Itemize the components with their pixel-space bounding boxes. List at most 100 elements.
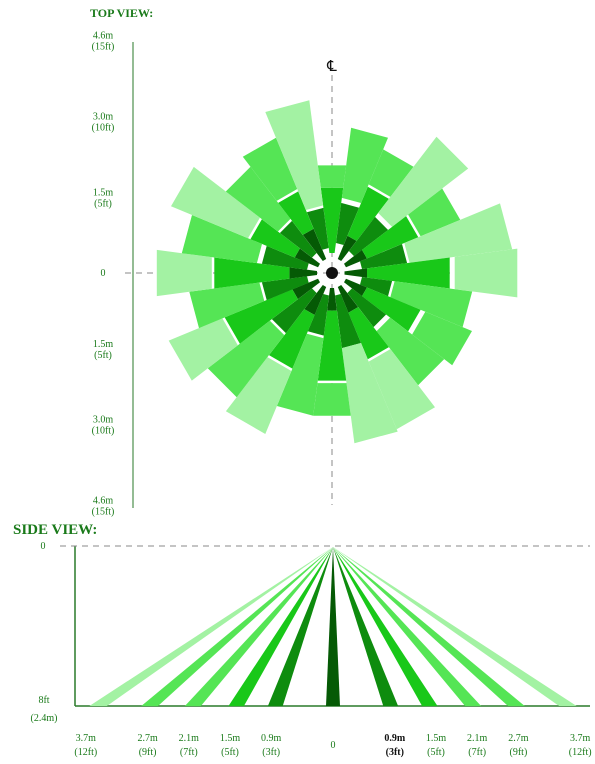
top-beam-5-zone-1 xyxy=(404,203,513,263)
top-y-label: 1.5m xyxy=(93,187,114,198)
top-beam-22-zone-2 xyxy=(242,137,298,201)
side-view: 0 8ft (2.4m) 3.7m (12ft) 2.7m (9ft) 2.1m (7ft… xyxy=(31,541,592,758)
top-beam-18-zone-0 xyxy=(289,267,317,279)
side-view-x-labels: 3.7m (12ft) 2.7m (9ft) 2.1m (7ft) 1.5m (5ft) 0.9… xyxy=(74,733,591,758)
top-beam-10-zone-2 xyxy=(368,349,435,430)
top-view-title: TOP VIEW: xyxy=(90,6,153,20)
top-beam-23-zone-1 xyxy=(265,100,324,210)
top-view-beams xyxy=(156,100,518,444)
top-beam-1-zone-1 xyxy=(341,127,388,203)
side-x-sublabel: (7ft) xyxy=(180,747,198,758)
top-beam-21-zone-0 xyxy=(279,220,317,258)
top-beam-0-zone-0 xyxy=(320,187,344,253)
top-y-sublabel: (15ft) xyxy=(92,42,115,53)
top-beam-12-zone-2 xyxy=(313,383,351,416)
side-x-sublabel: (5ft) xyxy=(427,747,445,758)
side-beam-6 xyxy=(228,547,333,706)
side-beam-1 xyxy=(333,547,577,706)
top-beam-6-zone-0 xyxy=(344,268,367,278)
side-x-label: 0.9m xyxy=(261,733,282,744)
side-beam-0 xyxy=(89,547,334,706)
top-beam-10-zone-0 xyxy=(337,285,359,313)
top-y-sublabel: (10ft) xyxy=(92,426,115,437)
side-x-label: 0.9m xyxy=(384,733,406,744)
side-x-label: 3.7m xyxy=(570,733,591,744)
side-x-sublabel: (3ft) xyxy=(386,747,404,758)
top-y-label: 3.0m xyxy=(93,415,114,426)
top-beam-11-zone-1 xyxy=(341,343,398,444)
top-y-sublabel: (5ft) xyxy=(94,198,112,209)
top-beam-15-zone-0 xyxy=(271,288,317,334)
top-y-sublabel: (5ft) xyxy=(94,350,112,361)
side-x-label: 1.5m xyxy=(426,733,447,744)
side-x-label: 3.7m xyxy=(76,733,97,744)
top-beam-20-zone-2 xyxy=(171,166,260,239)
top-beam-5-zone-0 xyxy=(360,244,408,269)
top-y-label: 4.6m xyxy=(93,31,114,42)
top-beam-0-zone-1 xyxy=(317,165,347,188)
top-beam-22-zone-1 xyxy=(278,191,314,235)
top-view-y-labels: 4.6m(15ft)3.0m(10ft)1.5m(5ft)01.5m(5ft)3… xyxy=(92,31,115,518)
top-beam-18-zone-1 xyxy=(214,257,290,289)
side-x-label: 2.1m xyxy=(179,733,200,744)
side-beam-4 xyxy=(184,547,333,706)
top-beam-2-zone-1 xyxy=(347,186,389,241)
top-y-label: 3.0m xyxy=(93,112,114,123)
sensor-dot xyxy=(326,267,338,279)
top-beam-7-zone-0 xyxy=(360,277,393,297)
top-beam-21-zone-1 xyxy=(225,166,291,232)
side-bottom-label-ft: 8ft xyxy=(38,695,49,706)
top-beam-16-zone-2 xyxy=(168,318,238,381)
top-beam-9-zone-0 xyxy=(347,288,387,328)
top-y-label: 1.5m xyxy=(93,339,114,350)
top-beam-3-zone-0 xyxy=(348,216,389,257)
top-y-sublabel: (10ft) xyxy=(92,123,115,134)
top-beam-10-zone-1 xyxy=(348,307,389,360)
top-beam-9-zone-1 xyxy=(376,317,445,386)
top-beam-1-zone-0 xyxy=(336,202,360,245)
top-beam-7-zone-1 xyxy=(390,281,473,328)
side-beam-5 xyxy=(333,547,482,706)
side-beam-7 xyxy=(333,547,438,706)
side-bottom-label-m: (2.4m) xyxy=(31,713,58,724)
side-beam-8 xyxy=(267,547,333,706)
side-x-label: 0 xyxy=(331,740,336,751)
top-beam-23-zone-0 xyxy=(306,207,329,250)
top-beam-13-zone-1 xyxy=(276,333,324,416)
side-x-label: 1.5m xyxy=(220,733,241,744)
top-beam-18-zone-2 xyxy=(156,249,212,297)
side-view-title: SIDE VIEW: xyxy=(13,522,97,538)
side-x-sublabel: (5ft) xyxy=(221,747,239,758)
side-view-beams xyxy=(89,547,577,706)
side-beam-2 xyxy=(141,547,333,706)
top-beam-15-zone-1 xyxy=(207,320,285,398)
side-x-sublabel: (9ft) xyxy=(510,747,528,758)
top-beam-20-zone-1 xyxy=(250,219,300,258)
top-beam-14-zone-2 xyxy=(225,357,292,434)
side-x-label: 2.7m xyxy=(508,733,529,744)
top-beam-4-zone-0 xyxy=(344,249,367,268)
top-beam-4-zone-2 xyxy=(408,188,461,237)
top-beam-12-zone-0 xyxy=(327,288,337,311)
side-top-label: 0 xyxy=(41,541,46,552)
top-beam-19-zone-0 xyxy=(261,245,309,270)
top-beam-17-zone-0 xyxy=(261,276,309,301)
top-beam-16-zone-1 xyxy=(224,289,298,344)
top-beam-11-zone-0 xyxy=(335,294,361,349)
top-beam-17-zone-1 xyxy=(189,282,265,329)
top-beam-2-zone-0 xyxy=(337,235,357,261)
top-y-label: 4.6m xyxy=(93,495,114,506)
centerline-symbol: ℄ xyxy=(326,59,337,75)
side-x-label: 2.1m xyxy=(467,733,488,744)
top-y-label: 0 xyxy=(101,268,106,279)
side-x-sublabel: (12ft) xyxy=(569,747,592,758)
top-beam-12-zone-1 xyxy=(317,310,347,381)
top-beam-8-zone-2 xyxy=(412,311,472,366)
top-beam-19-zone-1 xyxy=(181,215,262,264)
side-beam-9 xyxy=(333,547,399,706)
side-x-sublabel: (9ft) xyxy=(139,747,157,758)
side-x-sublabel: (3ft) xyxy=(262,747,280,758)
top-beam-13-zone-0 xyxy=(307,294,329,336)
side-x-sublabel: (7ft) xyxy=(468,747,486,758)
